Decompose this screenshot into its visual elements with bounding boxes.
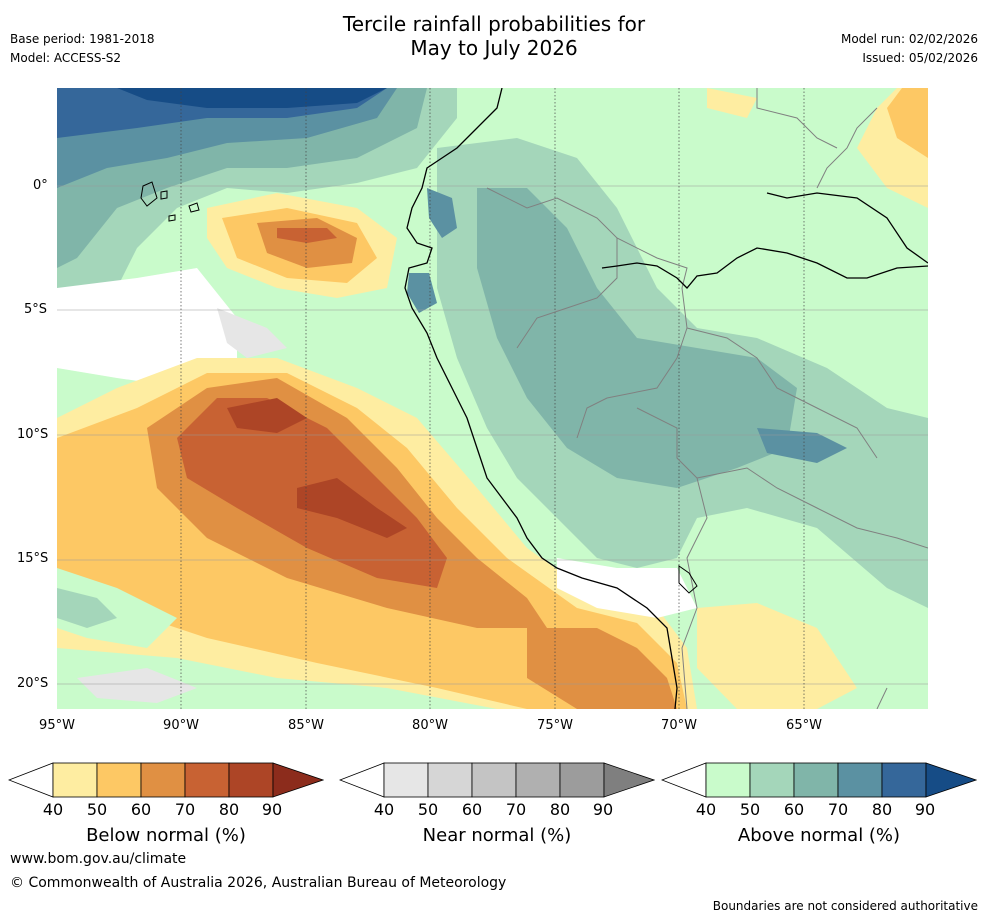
zone-white-west (57, 268, 237, 388)
lake-titicaca (678, 565, 698, 594)
colorbar-swatch (383, 762, 429, 798)
colorbar-swatch (705, 762, 751, 798)
colorbar-swatch (228, 762, 274, 798)
zone-near-50-southwest (77, 668, 197, 703)
colorbar-swatch (793, 762, 839, 798)
colorbar-high-extension (925, 762, 977, 798)
country-borders (486, 88, 928, 709)
cb-below-label: Below normal (%) (86, 825, 246, 846)
colorbar-low-extension (8, 762, 54, 798)
cb-above-tick-40: 40 (695, 800, 717, 819)
colorbar-swatch (559, 762, 605, 798)
y-tick-10s: 10°S (17, 427, 49, 442)
cb-above-tick-50: 50 (739, 800, 761, 819)
y-tick-5s: 5°S (24, 302, 48, 317)
cb-near-tick-80: 80 (549, 800, 571, 819)
zone-above-50-southwest (57, 588, 117, 628)
y-tick-0: 0° (33, 178, 48, 193)
cb-above-tick-90: 90 (914, 800, 936, 819)
y-tick-20s: 20°S (17, 676, 49, 691)
y-tick-15s: 15°S (17, 551, 49, 566)
x-tick-85w: 85°W (288, 718, 324, 733)
x-tick-65w: 65°W (786, 718, 822, 733)
colorbar-swatch (515, 762, 561, 798)
cb-near-tick-40: 40 (373, 800, 395, 819)
colorbar-swatch (471, 762, 517, 798)
zone-below-60-southeast (527, 628, 677, 709)
x-tick-90w: 90°W (163, 718, 199, 733)
cb-above-tick-70: 70 (827, 800, 849, 819)
zone-above-70-ecuador (427, 188, 457, 238)
boundaries-disclaimer: Boundaries are not considered authoritat… (712, 899, 978, 913)
colorbar-swatch (140, 762, 186, 798)
cb-below-tick-70: 70 (174, 800, 196, 819)
zone-below-40-southeast (697, 603, 857, 709)
galapagos-islands (140, 181, 200, 222)
colorbar-high-extension (603, 762, 655, 798)
gridlines (57, 185, 928, 685)
cb-below-tick-40: 40 (42, 800, 64, 819)
x-tick-95w: 95°W (39, 718, 75, 733)
cb-near-tick-90: 90 (592, 800, 614, 819)
cb-near-tick-50: 50 (417, 800, 439, 819)
colorbar-swatch (184, 762, 230, 798)
zone-near-50-west (217, 308, 287, 358)
colorbar-swatch (427, 762, 473, 798)
colorbar-near-normal-swatches (339, 762, 655, 798)
meta-left: Base period: 1981-2018 Model: ACCESS-S2 (10, 30, 155, 68)
zone-above-90-north (117, 88, 387, 108)
zone-white-coast (557, 558, 697, 618)
zone-above-70-east (757, 428, 847, 463)
footer-url: www.bom.gov.au/climate (10, 851, 187, 867)
cb-near-label: Near normal (%) (422, 825, 572, 846)
coastline (404, 88, 928, 709)
cb-below-tick-90: 90 (261, 800, 283, 819)
zone-above-60-continent (477, 188, 797, 488)
cb-below-tick-80: 80 (218, 800, 240, 819)
cb-near-tick-70: 70 (505, 800, 527, 819)
probability-map (57, 88, 928, 709)
issued-date: Issued: 05/02/2026 (862, 51, 978, 65)
x-tick-75w: 75°W (537, 718, 573, 733)
title-line-1: Tercile rainfall probabilities for (342, 12, 646, 36)
footer-copyright: © Commonwealth of Australia 2026, Austra… (10, 875, 507, 891)
x-tick-70w: 70°W (661, 718, 697, 733)
colorbar-swatch (881, 762, 927, 798)
zone-below-80-southwest (227, 398, 307, 433)
colorbar-swatch (837, 762, 883, 798)
colorbar-high-extension (272, 762, 324, 798)
zone-below-70-equatorial (277, 228, 337, 243)
colorbar-swatch (96, 762, 142, 798)
colorbar-below-normal-swatches (8, 762, 324, 798)
meta-right: Model run: 02/02/2026 Issued: 05/02/2026 (841, 30, 978, 68)
colorbar-swatch (749, 762, 795, 798)
colorbar-low-extension (661, 762, 707, 798)
map-title: Tercile rainfall probabilities for May t… (0, 12, 988, 60)
base-period: Base period: 1981-2018 (10, 32, 155, 46)
cb-above-tick-60: 60 (783, 800, 805, 819)
title-line-2: May to July 2026 (410, 36, 578, 60)
colorbar-above-normal-swatches (661, 762, 977, 798)
zone-below-40-north (707, 88, 757, 118)
model-name: Model: ACCESS-S2 (10, 51, 122, 65)
cb-above-label: Above normal (%) (737, 825, 901, 846)
cb-below-tick-60: 60 (130, 800, 152, 819)
colorbar-low-extension (339, 762, 385, 798)
zone-below-50-northeast (887, 88, 928, 158)
zone-below-80-south (297, 478, 407, 538)
zone-above-70-peru-north (407, 273, 437, 313)
cb-near-tick-60: 60 (461, 800, 483, 819)
cb-above-tick-80: 80 (871, 800, 893, 819)
colorbar-swatch (52, 762, 98, 798)
x-tick-80w: 80°W (412, 718, 448, 733)
cb-below-tick-50: 50 (86, 800, 108, 819)
model-run: Model run: 02/02/2026 (840, 32, 978, 46)
